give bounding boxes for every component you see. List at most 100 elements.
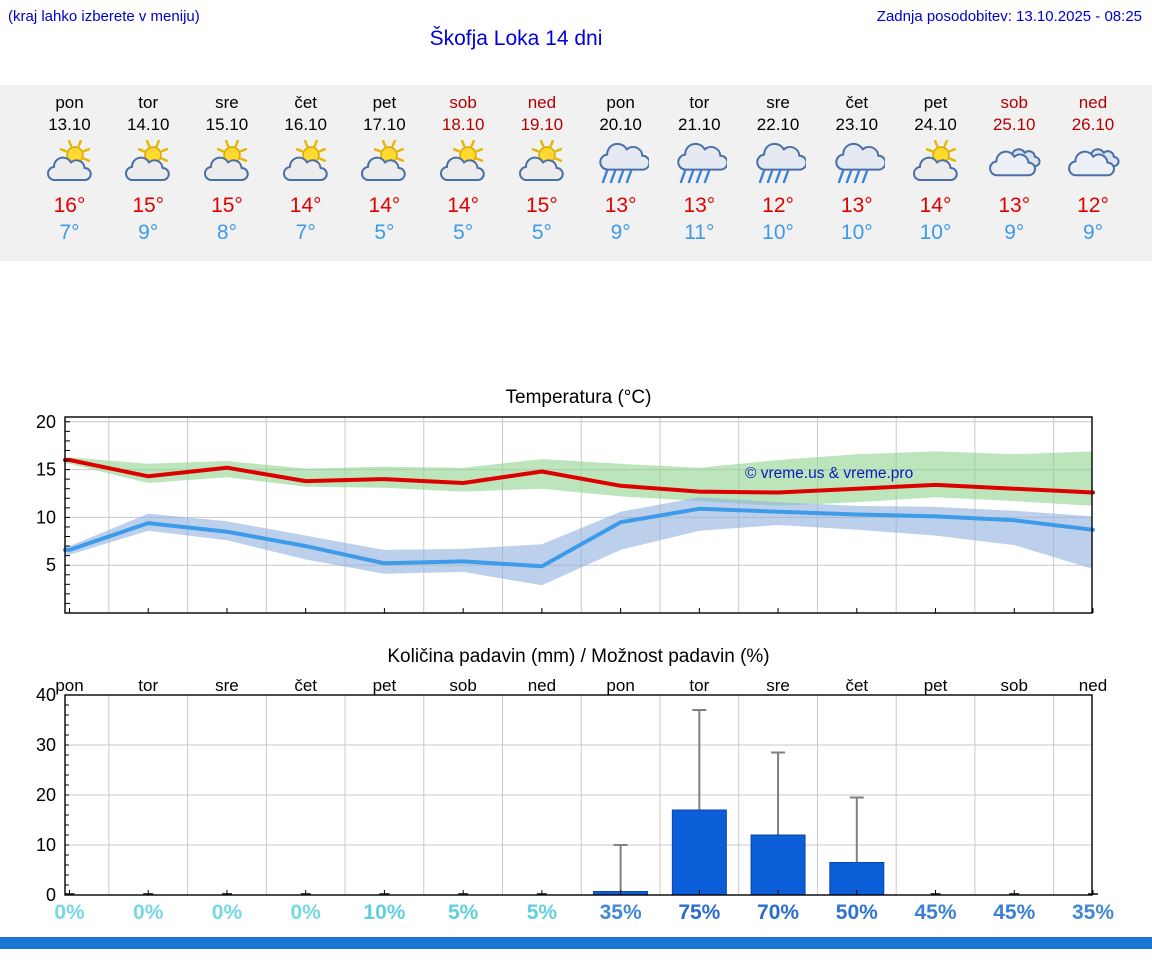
- day-name: sob: [449, 93, 477, 112]
- svg-text:20: 20: [36, 412, 56, 432]
- day-date: 20.10: [599, 115, 642, 134]
- rain-icon: [739, 140, 818, 188]
- footer-bar: [0, 937, 1152, 949]
- cloud-icon: [975, 140, 1054, 188]
- rain-icon: [581, 140, 660, 188]
- low-temp: 10°: [840, 221, 873, 244]
- precip-probability: 35%: [1071, 901, 1114, 924]
- precip-probability-row: 0% 0% 0% 0% 10% 5% 5% 35% 75% 70% 50% 45% 45% 35%: [0, 901, 1152, 927]
- precip-day-label: sre: [766, 676, 790, 695]
- svg-text:20: 20: [36, 785, 56, 805]
- low-temp: 5°: [374, 221, 395, 244]
- high-temp: 15°: [211, 194, 243, 217]
- precip-day-label: pet: [923, 676, 948, 695]
- day-name: ned: [1078, 93, 1108, 112]
- precip-probability: 50%: [835, 901, 878, 924]
- low-temp: 7°: [295, 221, 316, 244]
- day-name: tor: [138, 93, 159, 112]
- precip-day-label: čet: [845, 676, 869, 695]
- day-date: 16.10: [284, 115, 327, 134]
- low-temp: 8°: [216, 221, 237, 244]
- low-temp: 10°: [919, 221, 952, 244]
- day-name: pon: [606, 93, 635, 112]
- sun-cloud-icon: [502, 139, 581, 188]
- sun-cloud-icon: [187, 139, 266, 188]
- forecast-day: sob 25.10 13° 9°: [975, 85, 1054, 261]
- precip-probability: 45%: [993, 901, 1036, 924]
- day-name: sre: [766, 93, 790, 112]
- rain-icon: [817, 140, 896, 188]
- forecast-day: pon 13.10 16° 7°: [30, 85, 109, 261]
- precip-day-label: ned: [1078, 676, 1108, 695]
- forecast-day: čet 23.10 13° 10°: [817, 85, 896, 261]
- high-temp: 14°: [447, 194, 480, 217]
- sun-cloud-icon: [896, 139, 975, 188]
- precip-day-labels-row: pon tor sre čet pet sob ned pon tor sre čet pet sob n…: [0, 676, 1152, 696]
- svg-text:5: 5: [46, 555, 56, 575]
- low-temp: 9°: [610, 221, 631, 244]
- precip-probability: 70%: [757, 901, 800, 924]
- precip-day-label: tor: [689, 676, 710, 695]
- precip-probability: 5%: [526, 901, 558, 924]
- high-temp: 16°: [53, 194, 86, 217]
- precip-probability: 0%: [54, 901, 85, 924]
- day-date: 24.10: [914, 115, 957, 134]
- precipitation-chart: 0 10 20 30 40: [36, 686, 1098, 904]
- day-name: pet: [372, 93, 397, 112]
- precip-day-label: sob: [449, 676, 477, 695]
- day-date: 15.10: [205, 115, 249, 134]
- precip-probability: 5%: [447, 901, 479, 924]
- precip-probability: 10%: [363, 901, 406, 924]
- svg-text:10: 10: [36, 507, 56, 527]
- svg-text:40: 40: [36, 686, 56, 705]
- svg-text:30: 30: [36, 735, 56, 755]
- high-temp: 15°: [132, 194, 165, 217]
- precip-day-label: ned: [527, 676, 557, 695]
- cloud-icon: [1053, 140, 1132, 188]
- day-date: 17.10: [363, 115, 406, 134]
- rain-icon: [660, 140, 739, 188]
- day-date: 22.10: [756, 115, 800, 134]
- day-name: sre: [215, 93, 239, 112]
- precip-probability: 0%: [211, 901, 243, 924]
- forecast-day: čet 16.10 14° 7°: [266, 85, 345, 261]
- forecast-day: sre 15.10 15° 8°: [187, 85, 266, 261]
- svg-text:15: 15: [36, 460, 56, 480]
- day-date: 13.10: [48, 115, 91, 134]
- temperature-chart-title: Temperatura (°C): [505, 387, 652, 408]
- day-date: 14.10: [126, 115, 170, 134]
- svg-text:0: 0: [46, 885, 56, 904]
- forecast-day: sob 18.10 14° 5°: [424, 85, 503, 261]
- day-date: 19.10: [520, 115, 564, 134]
- high-temp: 12°: [1077, 194, 1109, 217]
- day-name: ned: [527, 93, 557, 112]
- low-temp: 10°: [762, 221, 794, 244]
- sun-cloud-icon: [266, 139, 345, 188]
- last-update-timestamp: Zadnja posodobitev: 13.10.2025 - 08:25: [876, 8, 1142, 25]
- high-temp: 15°: [525, 194, 558, 217]
- high-temp: 12°: [762, 194, 794, 217]
- forecast-day: pet 17.10 14° 5°: [345, 85, 424, 261]
- svg-text:10: 10: [36, 835, 56, 855]
- sun-cloud-icon: [109, 139, 188, 188]
- forecast-day: pet 24.10 14° 10°: [896, 85, 975, 261]
- forecast-day: pon 20.10 13° 9°: [581, 85, 660, 261]
- precip-probability: 35%: [599, 901, 642, 924]
- forecast-day: ned 19.10 15° 5°: [502, 85, 581, 261]
- sun-cloud-icon: [424, 139, 503, 188]
- high-temp: 13°: [604, 194, 637, 217]
- svg-text:© vreme.us & vreme.pro: © vreme.us & vreme.pro: [745, 465, 913, 482]
- sun-cloud-icon: [345, 139, 424, 188]
- day-name: pet: [923, 93, 948, 112]
- low-temp: 5°: [453, 221, 474, 244]
- forecast-day: ned 26.10 12° 9°: [1053, 85, 1132, 261]
- day-name: čet: [845, 93, 869, 112]
- high-temp: 14°: [368, 194, 401, 217]
- low-temp: 5°: [531, 221, 552, 244]
- precip-day-label: sob: [1000, 676, 1028, 695]
- day-date: 23.10: [835, 115, 879, 134]
- day-date: 18.10: [441, 115, 485, 134]
- low-temp: 7°: [59, 221, 80, 244]
- low-temp: 9°: [1082, 221, 1104, 244]
